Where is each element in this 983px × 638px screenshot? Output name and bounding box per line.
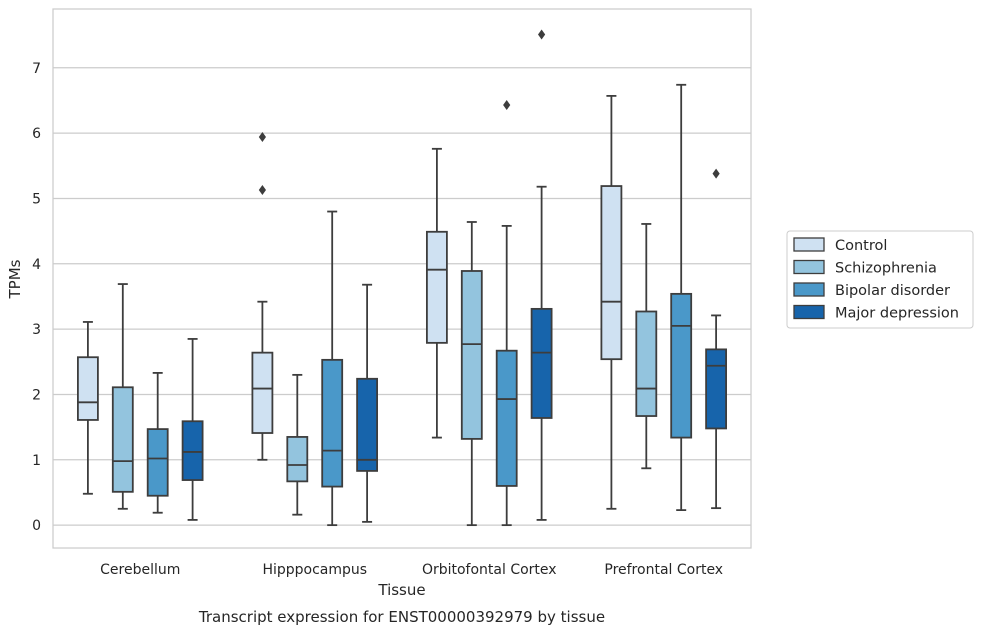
x-tick-label: Hipppocampus: [262, 562, 367, 578]
legend-item: Major depression: [793, 304, 959, 322]
chart-title: Transcript expression for ENST0000039297…: [198, 608, 605, 626]
outlier-point: [503, 100, 511, 111]
y-tick-label: 5: [32, 191, 41, 207]
outlier-point: [538, 29, 546, 40]
x-tick-labels: Cerebellum Hipppocampus Orbitofontal Corte…: [100, 562, 723, 578]
box-body: [146, 428, 169, 497]
box-body: [286, 436, 309, 483]
legend-frame: [786, 230, 974, 329]
outlier-point: [258, 132, 266, 143]
box-0-0: [77, 321, 99, 495]
box-body: [356, 377, 379, 472]
x-axis-label: Tissue: [377, 581, 425, 599]
box-1-0: [251, 132, 274, 461]
box-0-2: [146, 372, 169, 514]
box-2-3: [530, 29, 553, 521]
legend-swatch: [793, 282, 825, 297]
box-2-2: [495, 100, 518, 527]
box-body: [111, 386, 134, 493]
box-body: [321, 358, 344, 488]
box-1-3: [356, 283, 379, 523]
grid-lines: [53, 67, 751, 526]
legend: Control Schizophrenia Bipolar disorder Majo…: [786, 230, 974, 329]
outlier-point: [258, 184, 266, 195]
box-body: [181, 420, 204, 481]
boxes: [77, 29, 727, 527]
box-2-0: [425, 147, 448, 439]
box-2-1: [460, 221, 483, 527]
box-1-2: [321, 210, 344, 527]
legend-label: Control: [835, 238, 887, 254]
y-tick-label: 3: [32, 322, 41, 338]
legend-swatch: [793, 304, 825, 320]
y-tick-label: 6: [32, 126, 41, 142]
legend-label: Bipolar disorder: [835, 283, 950, 299]
legend-swatch: [793, 259, 825, 275]
y-tick-label: 2: [32, 387, 41, 403]
y-axis-label: TPMs: [6, 259, 24, 299]
x-tick-label: Prefrontal Cortex: [604, 562, 723, 578]
outlier-point: [712, 168, 720, 179]
y-tick-label: 4: [32, 257, 41, 273]
box-body: [635, 310, 658, 417]
x-tick-label: Orbitofontal Cortex: [422, 562, 557, 578]
box-1-1: [286, 373, 309, 516]
box-body: [600, 185, 623, 361]
legend-label: Major depression: [835, 306, 959, 322]
y-tick-label: 0: [32, 518, 41, 534]
box-3-0: [600, 94, 623, 510]
legend-item: Bipolar disorder: [793, 282, 950, 299]
box-body: [460, 270, 483, 440]
plot-frame: [52, 8, 752, 549]
y-tick-label: 7: [32, 61, 41, 77]
legend-item: Schizophrenia: [793, 259, 937, 277]
x-tick-label: Cerebellum: [100, 562, 180, 578]
legend-label: Schizophrenia: [835, 261, 937, 277]
box-body: [705, 348, 727, 430]
box-body: [425, 230, 448, 344]
box-body: [670, 292, 693, 439]
box-3-3: [705, 168, 727, 510]
box-3-2: [670, 83, 693, 512]
legend-swatch: [793, 237, 825, 252]
legend-item: Control: [793, 237, 887, 254]
box-body: [530, 307, 553, 419]
y-tick-labels: 0 1 2 3 4 5 6 7: [32, 61, 41, 534]
box-3-1: [635, 223, 658, 470]
box-0-1: [111, 283, 134, 510]
box-body: [251, 351, 274, 434]
box-body: [495, 349, 518, 487]
box-0-3: [181, 338, 204, 521]
box-body: [77, 356, 99, 421]
y-tick-label: 1: [32, 453, 41, 469]
